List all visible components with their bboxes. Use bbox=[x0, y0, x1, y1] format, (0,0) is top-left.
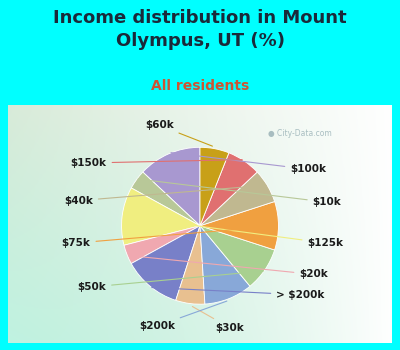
Text: $125k: $125k bbox=[123, 216, 344, 248]
Wedge shape bbox=[143, 147, 200, 226]
Text: $75k: $75k bbox=[62, 226, 277, 248]
Text: > $200k: > $200k bbox=[152, 288, 325, 300]
Wedge shape bbox=[176, 226, 205, 304]
Text: $60k: $60k bbox=[145, 120, 212, 146]
Text: $40k: $40k bbox=[64, 185, 266, 206]
Text: $30k: $30k bbox=[192, 307, 244, 333]
Text: All residents: All residents bbox=[151, 79, 249, 93]
Text: $50k: $50k bbox=[77, 271, 264, 292]
Wedge shape bbox=[124, 226, 200, 264]
Text: ● City-Data.com: ● City-Data.com bbox=[268, 129, 332, 138]
Text: $150k: $150k bbox=[71, 158, 242, 168]
Wedge shape bbox=[122, 188, 200, 245]
Text: $20k: $20k bbox=[128, 256, 328, 279]
Text: $100k: $100k bbox=[171, 153, 326, 174]
Wedge shape bbox=[200, 202, 278, 250]
Text: $200k: $200k bbox=[139, 301, 227, 331]
Wedge shape bbox=[200, 226, 275, 286]
Wedge shape bbox=[131, 226, 200, 300]
Wedge shape bbox=[200, 153, 257, 226]
Wedge shape bbox=[200, 226, 250, 304]
Wedge shape bbox=[200, 147, 229, 226]
Text: Income distribution in Mount
Olympus, UT (%): Income distribution in Mount Olympus, UT… bbox=[53, 9, 347, 49]
Text: $10k: $10k bbox=[138, 179, 342, 207]
Wedge shape bbox=[131, 172, 200, 226]
Wedge shape bbox=[200, 172, 275, 226]
